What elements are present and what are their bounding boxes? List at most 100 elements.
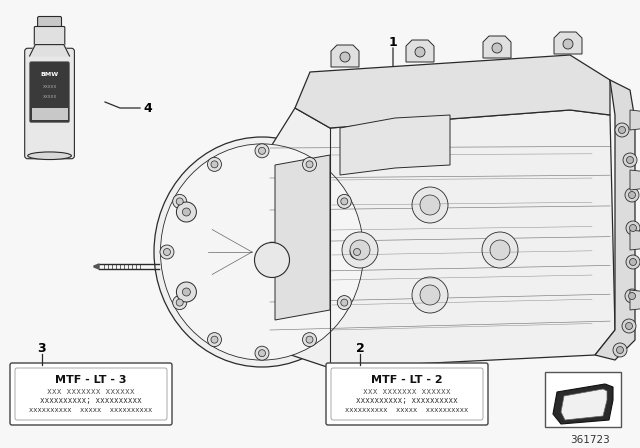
Circle shape — [353, 249, 360, 255]
Circle shape — [255, 346, 269, 360]
Circle shape — [173, 194, 187, 208]
Text: xxxxxxxxxx; xxxxxxxxxx: xxxxxxxxxx; xxxxxxxxxx — [40, 396, 142, 405]
Circle shape — [618, 126, 625, 134]
Text: 2: 2 — [356, 341, 364, 354]
Circle shape — [176, 299, 183, 306]
Text: xxxxx: xxxxx — [42, 84, 57, 89]
FancyBboxPatch shape — [10, 363, 172, 425]
Text: MTF - LT - 3: MTF - LT - 3 — [55, 375, 127, 385]
Circle shape — [622, 319, 636, 333]
Circle shape — [615, 123, 629, 137]
Circle shape — [625, 188, 639, 202]
Text: xxxxx: xxxxx — [42, 95, 57, 99]
Text: 361723: 361723 — [570, 435, 610, 445]
Polygon shape — [553, 384, 613, 424]
Circle shape — [628, 191, 636, 198]
Circle shape — [420, 285, 440, 305]
Circle shape — [415, 47, 425, 57]
Polygon shape — [630, 110, 640, 130]
FancyBboxPatch shape — [25, 48, 74, 159]
Circle shape — [350, 240, 370, 260]
Polygon shape — [554, 32, 582, 54]
FancyBboxPatch shape — [331, 368, 483, 420]
Polygon shape — [29, 45, 70, 56]
Circle shape — [337, 296, 351, 310]
Circle shape — [341, 198, 348, 205]
Circle shape — [255, 144, 269, 158]
Circle shape — [160, 245, 174, 259]
Circle shape — [420, 195, 440, 215]
Circle shape — [628, 293, 636, 300]
Circle shape — [177, 282, 196, 302]
Polygon shape — [630, 230, 640, 250]
Text: xxx xxxxxxx xxxxxx: xxx xxxxxxx xxxxxx — [47, 388, 135, 396]
Circle shape — [340, 52, 350, 62]
Circle shape — [177, 202, 196, 222]
Text: BMW: BMW — [40, 73, 59, 78]
Polygon shape — [270, 108, 615, 368]
FancyBboxPatch shape — [31, 108, 68, 120]
Text: xxxxxxxxxx; xxxxxxxxxx: xxxxxxxxxx; xxxxxxxxxx — [356, 396, 458, 405]
FancyBboxPatch shape — [326, 363, 488, 425]
Circle shape — [306, 161, 313, 168]
Text: xxx xxxxxxx xxxxxx: xxx xxxxxxx xxxxxx — [363, 388, 451, 396]
FancyBboxPatch shape — [15, 368, 167, 420]
Ellipse shape — [154, 137, 370, 367]
Circle shape — [211, 161, 218, 168]
Circle shape — [173, 296, 187, 310]
Circle shape — [211, 336, 218, 343]
Polygon shape — [630, 170, 640, 190]
Circle shape — [342, 232, 378, 268]
Text: 3: 3 — [38, 341, 46, 354]
Circle shape — [616, 346, 623, 353]
Circle shape — [482, 232, 518, 268]
Circle shape — [630, 258, 637, 266]
FancyBboxPatch shape — [38, 17, 61, 31]
FancyBboxPatch shape — [545, 372, 621, 427]
Circle shape — [182, 208, 191, 216]
Polygon shape — [94, 264, 99, 269]
Circle shape — [306, 336, 313, 343]
Circle shape — [163, 249, 170, 255]
Circle shape — [341, 299, 348, 306]
Circle shape — [350, 245, 364, 259]
Polygon shape — [340, 115, 450, 175]
Circle shape — [259, 147, 266, 154]
Circle shape — [412, 187, 448, 223]
Ellipse shape — [161, 144, 364, 360]
Text: MTF - LT - 2: MTF - LT - 2 — [371, 375, 443, 385]
Polygon shape — [483, 36, 511, 58]
Circle shape — [626, 255, 640, 269]
Text: xxxxxxxxxx  xxxxx  xxxxxxxxxx: xxxxxxxxxx xxxxx xxxxxxxxxx — [346, 407, 468, 413]
Circle shape — [303, 333, 317, 347]
Circle shape — [182, 288, 191, 296]
Circle shape — [490, 240, 510, 260]
Circle shape — [563, 39, 573, 49]
FancyBboxPatch shape — [29, 61, 70, 123]
Circle shape — [303, 157, 317, 171]
FancyBboxPatch shape — [35, 26, 65, 46]
Ellipse shape — [28, 152, 72, 159]
Polygon shape — [275, 155, 330, 320]
Circle shape — [492, 43, 502, 53]
Text: 4: 4 — [143, 102, 152, 115]
Circle shape — [176, 198, 183, 205]
Circle shape — [412, 277, 448, 313]
Circle shape — [623, 153, 637, 167]
Circle shape — [207, 333, 221, 347]
Circle shape — [625, 289, 639, 303]
Circle shape — [625, 323, 632, 329]
Polygon shape — [595, 80, 635, 360]
Polygon shape — [295, 55, 610, 128]
Polygon shape — [561, 389, 607, 420]
Text: 1: 1 — [388, 36, 397, 49]
Polygon shape — [331, 45, 359, 67]
Text: xxxxxxxxxx  xxxxx  xxxxxxxxxx: xxxxxxxxxx xxxxx xxxxxxxxxx — [29, 407, 152, 413]
Circle shape — [337, 194, 351, 208]
Polygon shape — [406, 40, 434, 62]
Polygon shape — [630, 290, 640, 310]
Circle shape — [627, 156, 634, 164]
Circle shape — [630, 224, 637, 232]
Circle shape — [613, 343, 627, 357]
Circle shape — [626, 221, 640, 235]
